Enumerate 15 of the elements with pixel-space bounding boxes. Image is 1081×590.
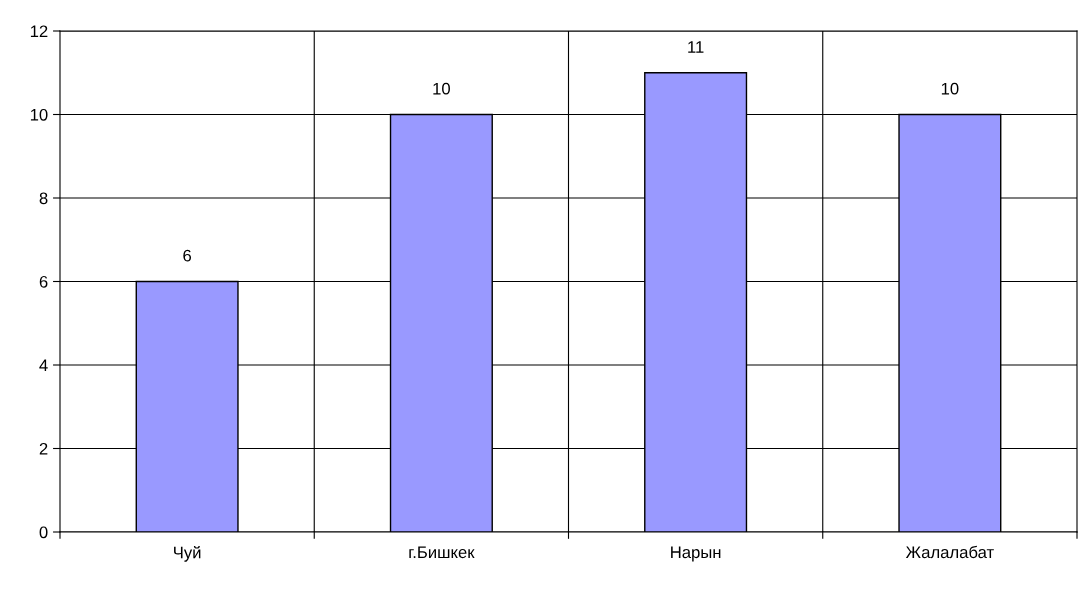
y-tick-label: 6 [39, 275, 48, 288]
y-tick-label: 2 [39, 442, 48, 455]
y-tick-label: 12 [30, 25, 48, 38]
data-label: 6 [183, 249, 192, 262]
x-tick-label: Жалалабат [905, 545, 994, 559]
y-tick-label: 4 [39, 359, 48, 372]
x-tick-label: г.Бишкек [409, 546, 475, 559]
data-label: 10 [941, 82, 959, 95]
y-tick-label: 0 [39, 526, 48, 539]
x-tick-label: Чуй [174, 545, 201, 562]
data-label: 11 [688, 41, 704, 53]
y-tick-label: 10 [30, 108, 48, 121]
x-tick-label: Нарын [671, 546, 721, 562]
y-tick-label: 8 [39, 192, 48, 205]
data-label: 10 [433, 82, 450, 95]
